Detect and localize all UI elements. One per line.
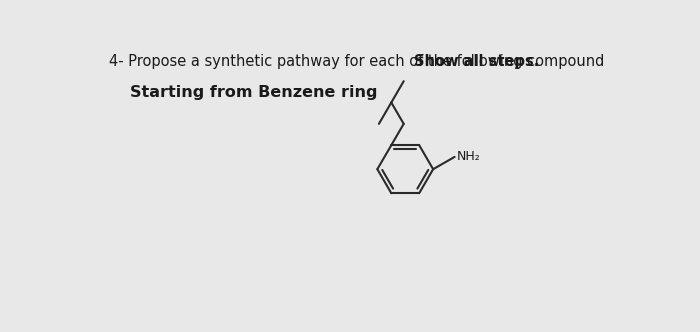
Text: Starting from Benzene ring: Starting from Benzene ring bbox=[130, 85, 377, 100]
Text: Show all steps.: Show all steps. bbox=[414, 54, 539, 69]
Text: 4- Propose a synthetic pathway for each of the following compound: 4- Propose a synthetic pathway for each … bbox=[109, 54, 609, 69]
Text: NH₂: NH₂ bbox=[457, 150, 481, 163]
